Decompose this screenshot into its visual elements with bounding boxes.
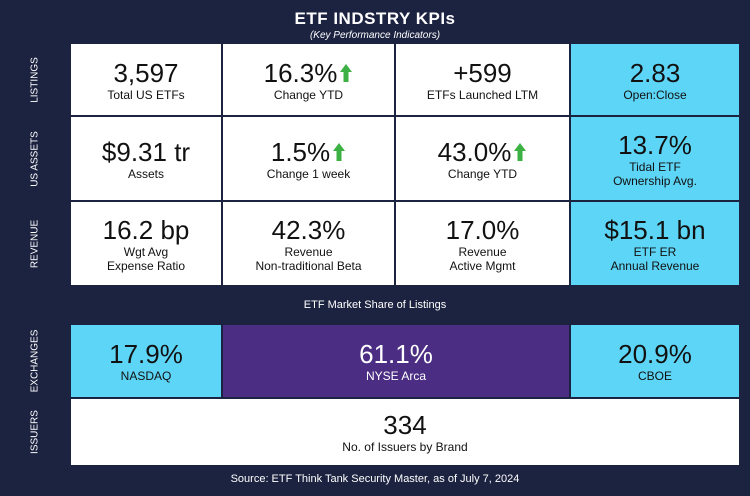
section-label: ISSUERS xyxy=(29,410,41,454)
kpi-cell: 16.3% Change YTD xyxy=(223,44,394,115)
kpi-value: 16.2 bp xyxy=(103,215,190,245)
arrow-shape xyxy=(333,142,346,161)
kpi-cell: 17.9% NASDAQ xyxy=(71,325,221,397)
kpi-caption: Revenue xyxy=(458,244,507,259)
section-label: LISTINGS xyxy=(29,56,41,103)
kpi-value: 3,597 xyxy=(113,58,178,88)
kpi-value: 13.7% xyxy=(618,130,692,160)
kpi-caption: Revenue xyxy=(284,244,333,259)
subtitle: (Key Performance Indicators) xyxy=(309,30,441,41)
kpi-cell: 16.2 bp Wgt Avg Expense Ratio xyxy=(71,202,221,285)
kpi-value-text: 20.9% xyxy=(618,339,692,369)
kpi-cell: 334 No. of Issuers by Brand xyxy=(71,399,739,465)
kpi-value: 17.0% xyxy=(446,215,520,245)
kpi-value-text: +599 xyxy=(453,57,512,88)
kpi-caption: NYSE Arca xyxy=(365,369,427,383)
up-arrow xyxy=(340,63,353,82)
kpi-value: 334 xyxy=(383,410,426,440)
kpi-value-text: 334 xyxy=(383,410,427,440)
kpi-caption: Non-traditional Beta xyxy=(255,258,362,273)
kpi-caption: Ownership Avg. xyxy=(613,173,697,188)
kpi-caption: Wgt Avg xyxy=(123,244,169,259)
kpi-cell: 1.5% Change 1 week xyxy=(223,117,394,200)
kpi-caption: Total US ETFs xyxy=(107,87,185,102)
kpi-caption: Expense Ratio xyxy=(106,258,186,273)
kpi-cell: $15.1 bn ETF ER Annual Revenue xyxy=(571,202,739,285)
kpi-value-text: $15.1 bn xyxy=(604,214,706,245)
kpi-caption: No. of Issuers by Brand xyxy=(342,440,468,454)
kpi-caption: Tidal ETF xyxy=(629,159,681,174)
kpi-cell: 20.9% CBOE xyxy=(571,325,739,397)
kpi-cell: 17.0% Revenue Active Mgmt xyxy=(396,202,569,285)
kpi-cell: 43.0% Change YTD xyxy=(396,117,569,200)
kpi-caption: Open:Close xyxy=(623,87,687,102)
title: ETF INDSTRY KPIs xyxy=(294,9,456,28)
section-title: ETF Market Share of Listings xyxy=(303,299,447,311)
kpi-caption: Active Mgmt xyxy=(449,258,516,273)
kpi-cell: 2.83 Open:Close xyxy=(571,44,739,115)
kpi-value: $9.31 tr xyxy=(102,137,190,167)
kpi-value-text: 43.0% xyxy=(437,136,512,167)
kpi-value: $15.1 bn xyxy=(604,215,705,245)
kpi-caption: Change YTD xyxy=(447,166,518,181)
kpi-value: 16.3% xyxy=(264,58,354,88)
kpi-value-text: 13.7% xyxy=(618,129,692,160)
kpi-caption: NASDAQ xyxy=(120,369,172,383)
section-label: EXCHANGES xyxy=(29,329,41,393)
kpi-value: 61.1% xyxy=(359,339,433,369)
kpi-value: 2.83 xyxy=(630,58,681,88)
source: Source: ETF Think Tank Security Master, … xyxy=(230,473,520,485)
kpi-caption: ETF ER xyxy=(633,244,677,259)
kpi-value: 43.0% xyxy=(438,137,528,167)
arrow-shape xyxy=(514,142,527,161)
kpi-value-text: $9.31 tr xyxy=(101,136,191,167)
kpi-cell: $9.31 tr Assets xyxy=(71,117,221,200)
kpi-value-text: 16.3% xyxy=(263,57,338,88)
kpi-cell: +599 ETFs Launched LTM xyxy=(396,44,569,115)
kpi-value-text: 42.3% xyxy=(271,214,346,245)
kpi-value-text: 17.9% xyxy=(109,339,183,369)
kpi-value-text: 17.0% xyxy=(445,214,520,245)
kpi-value: 20.9% xyxy=(618,339,692,369)
kpi-caption: Annual Revenue xyxy=(610,258,700,273)
kpi-caption: ETFs Launched LTM xyxy=(426,87,539,102)
up-arrow xyxy=(333,142,346,161)
kpi-caption: Change YTD xyxy=(273,87,344,102)
kpi-cell: 13.7% Tidal ETF Ownership Avg. xyxy=(571,117,739,200)
kpi-value-text: 1.5% xyxy=(270,136,331,167)
up-arrow xyxy=(514,142,527,161)
kpi-value-text: 2.83 xyxy=(629,57,681,88)
section-label: US ASSETS xyxy=(29,130,41,187)
kpi-caption: Assets xyxy=(127,166,164,181)
kpi-value-text: 3,597 xyxy=(113,57,179,88)
kpi-value: 1.5% xyxy=(271,137,346,167)
arrow-shape xyxy=(340,63,353,82)
kpi-value-text: 16.2 bp xyxy=(102,214,190,245)
kpi-value-text: 61.1% xyxy=(359,339,433,369)
kpi-caption: Change 1 week xyxy=(266,166,351,181)
kpi-value: +599 xyxy=(453,58,512,88)
section-label: REVENUE xyxy=(29,219,41,268)
kpi-cell: 3,597 Total US ETFs xyxy=(71,44,221,115)
kpi-value: 42.3% xyxy=(272,215,346,245)
kpi-value: 17.9% xyxy=(109,339,183,369)
kpi-caption: CBOE xyxy=(637,369,672,383)
kpi-cell: 42.3% Revenue Non-traditional Beta xyxy=(223,202,394,285)
kpi-cell: 61.1% NYSE Arca xyxy=(223,325,569,397)
